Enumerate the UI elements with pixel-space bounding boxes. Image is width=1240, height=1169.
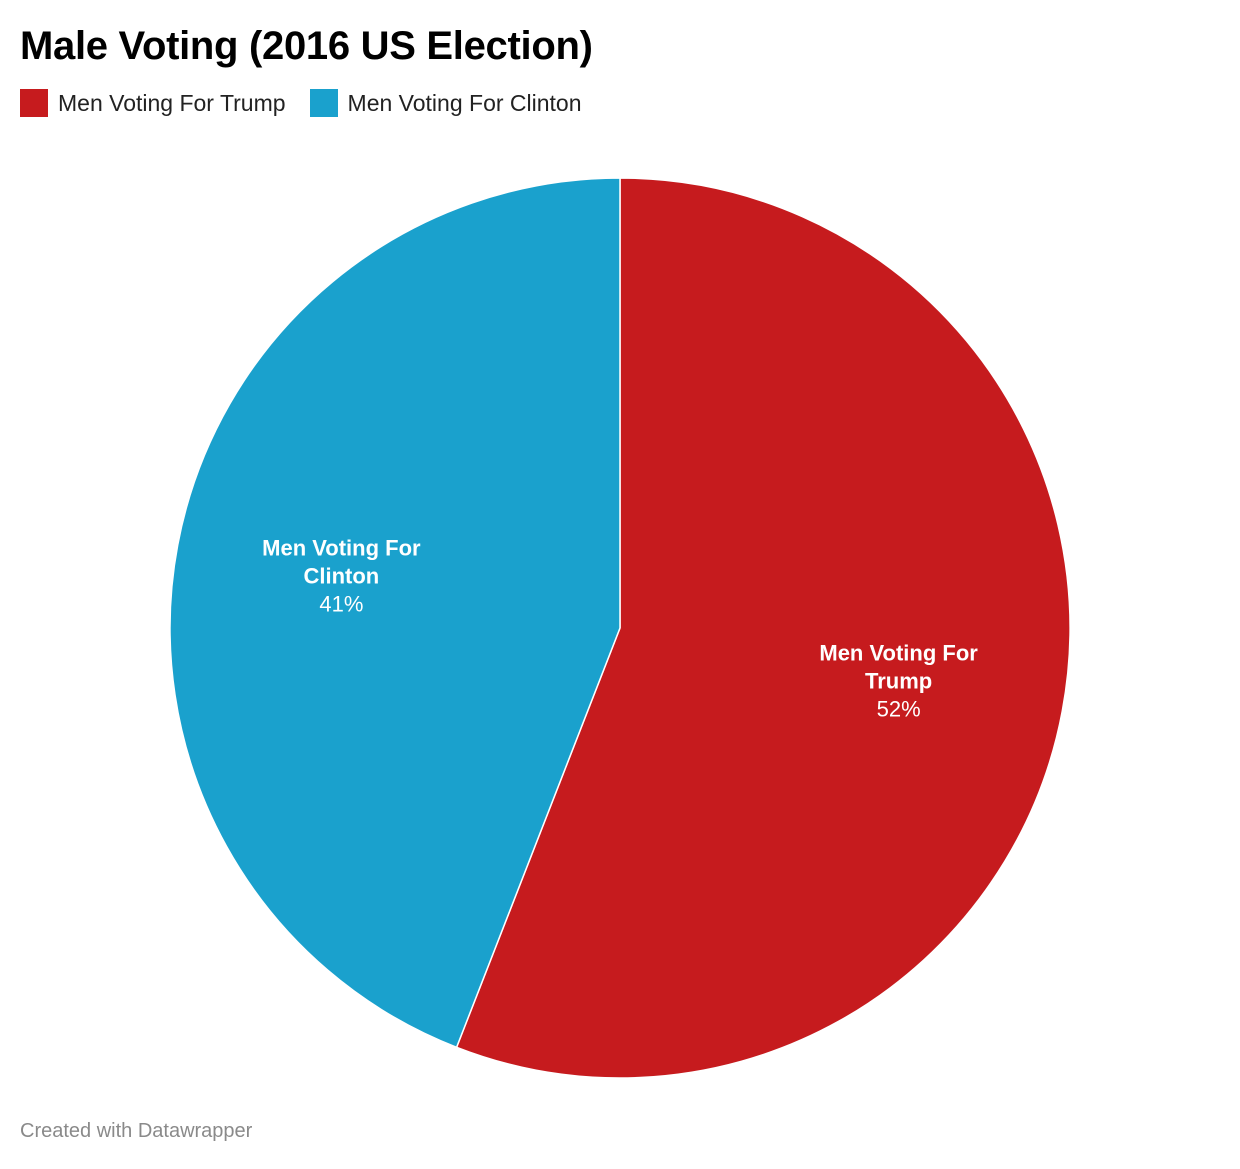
pie-slice-clinton [169,177,621,1049]
legend-label-clinton: Men Voting For Clinton [347,90,582,116]
legend-item-trump: Men Voting For Trump [20,89,286,117]
slice-value-label-trump: 52% [877,696,921,721]
legend: Men Voting For Trump Men Voting For Clin… [20,89,606,117]
slice-label-trump-line-1: Men Voting For [819,640,978,665]
pie-slice-trump [455,177,1071,1079]
slice-label-group-trump: Men Voting For Trump 52% [819,640,978,721]
legend-swatch-trump [20,89,48,117]
legend-label-trump: Men Voting For Trump [58,90,286,116]
legend-item-clinton: Men Voting For Clinton [309,89,582,117]
slice-value-label-clinton: 41% [319,592,363,617]
legend-swatch-clinton [309,89,338,117]
slice-label-group-clinton: Men Voting For Clinton 41% [262,536,421,617]
chart-title: Male Voting (2016 US Election) [20,24,593,68]
slice-label-clinton-line-1: Men Voting For [262,536,421,561]
slice-label-trump-line-2: Trump [865,668,932,693]
footer-credit: Created with Datawrapper [20,1120,253,1142]
slice-label-clinton-line-2: Clinton [303,564,379,589]
